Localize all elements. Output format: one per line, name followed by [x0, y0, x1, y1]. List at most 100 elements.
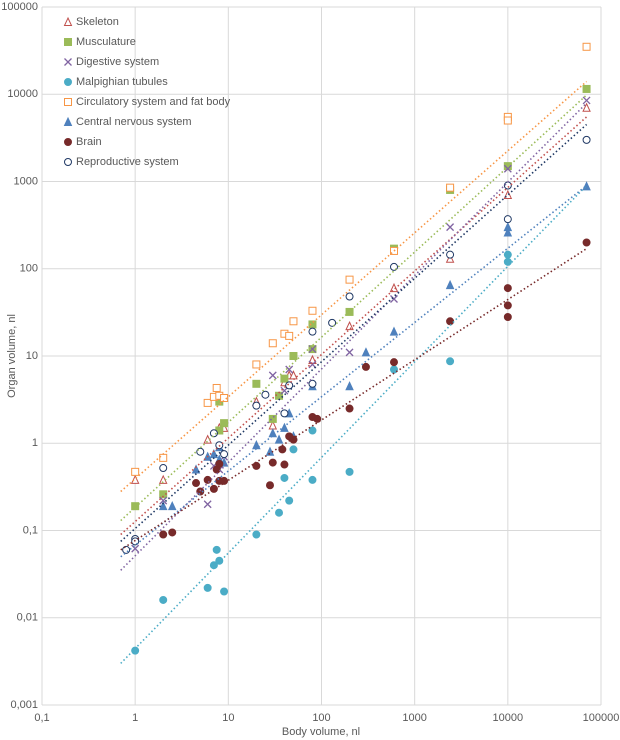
marker [345, 307, 354, 316]
legend-marker [64, 158, 72, 166]
legend-label: Skeleton [76, 16, 119, 28]
marker [345, 348, 354, 357]
series [130, 102, 591, 484]
y-tick-label: 100 [20, 263, 38, 275]
series [131, 42, 591, 476]
trend-line [120, 102, 588, 571]
legend-marker [63, 116, 73, 126]
marker [503, 301, 512, 310]
marker [503, 221, 513, 232]
marker [390, 295, 398, 303]
marker [582, 135, 591, 144]
marker [308, 379, 317, 388]
x-tick-label: 100 [312, 712, 330, 724]
marker [261, 390, 270, 399]
trend-line [120, 123, 588, 542]
marker [582, 96, 591, 105]
marker [159, 496, 168, 505]
marker [503, 164, 512, 173]
marker [308, 475, 317, 484]
marker [252, 530, 261, 539]
marker [268, 428, 278, 438]
y-tick-label: 0,1 [23, 524, 38, 536]
marker [313, 414, 322, 423]
series [159, 238, 591, 539]
marker [582, 181, 591, 191]
marker [308, 426, 317, 435]
legend-label: Brain [76, 136, 102, 148]
marker [275, 508, 284, 517]
marker [289, 445, 298, 454]
marker [220, 476, 229, 485]
legend-marker [64, 58, 72, 66]
legend-label: Malpighian tubules [76, 76, 168, 88]
marker [252, 401, 261, 410]
marker [268, 458, 277, 467]
series [131, 84, 591, 511]
marker [215, 556, 224, 565]
marker [220, 587, 229, 596]
trend-line [120, 247, 588, 551]
marker [503, 116, 512, 125]
x-tick-label: 100000 [583, 712, 620, 724]
marker [503, 284, 512, 293]
marker [446, 183, 455, 192]
x-tick-label: 10000 [493, 712, 524, 724]
marker [268, 371, 277, 380]
marker [308, 327, 317, 336]
series [122, 135, 591, 554]
marker [280, 422, 289, 432]
marker [503, 227, 513, 237]
marker [345, 467, 354, 476]
trend-line [120, 116, 588, 536]
marker [212, 383, 221, 392]
marker [582, 102, 591, 112]
marker [203, 500, 212, 509]
series [158, 181, 591, 511]
marker [285, 381, 294, 390]
marker [503, 250, 512, 259]
marker [215, 459, 224, 468]
marker [280, 409, 289, 418]
marker [389, 358, 398, 367]
series [131, 250, 512, 655]
legend-marker [64, 138, 72, 146]
marker [285, 496, 294, 505]
marker [265, 481, 274, 490]
marker [131, 646, 140, 655]
marker [503, 215, 512, 224]
marker [159, 530, 168, 539]
series [131, 96, 591, 553]
marker [289, 317, 298, 326]
marker [167, 500, 177, 511]
y-tick-label: 10000 [7, 88, 38, 100]
legend-marker [64, 78, 72, 86]
trend-line [120, 80, 588, 493]
marker [582, 238, 591, 247]
legend-marker [64, 98, 72, 106]
legend-label: Circulatory system and fat body [76, 96, 231, 108]
marker [131, 467, 140, 476]
y-tick-label: 0,001 [10, 699, 38, 711]
marker [131, 502, 140, 511]
y-tick-label: 1000 [14, 175, 38, 187]
marker [280, 460, 289, 469]
marker [345, 320, 354, 331]
marker [280, 473, 289, 482]
x-tick-label: 0,1 [34, 712, 49, 724]
trend-line [120, 184, 588, 558]
marker [268, 339, 277, 348]
legend-label: Digestive system [76, 56, 159, 68]
marker [274, 434, 284, 444]
legend-marker [64, 38, 72, 46]
marker [212, 545, 221, 554]
marker [345, 381, 354, 391]
x-tick-label: 1 [132, 712, 138, 724]
x-tick-label: 10 [222, 712, 234, 724]
marker [285, 331, 294, 340]
marker [389, 282, 399, 293]
marker [159, 595, 168, 604]
marker [159, 464, 168, 473]
marker [345, 404, 354, 413]
marker [158, 500, 168, 511]
